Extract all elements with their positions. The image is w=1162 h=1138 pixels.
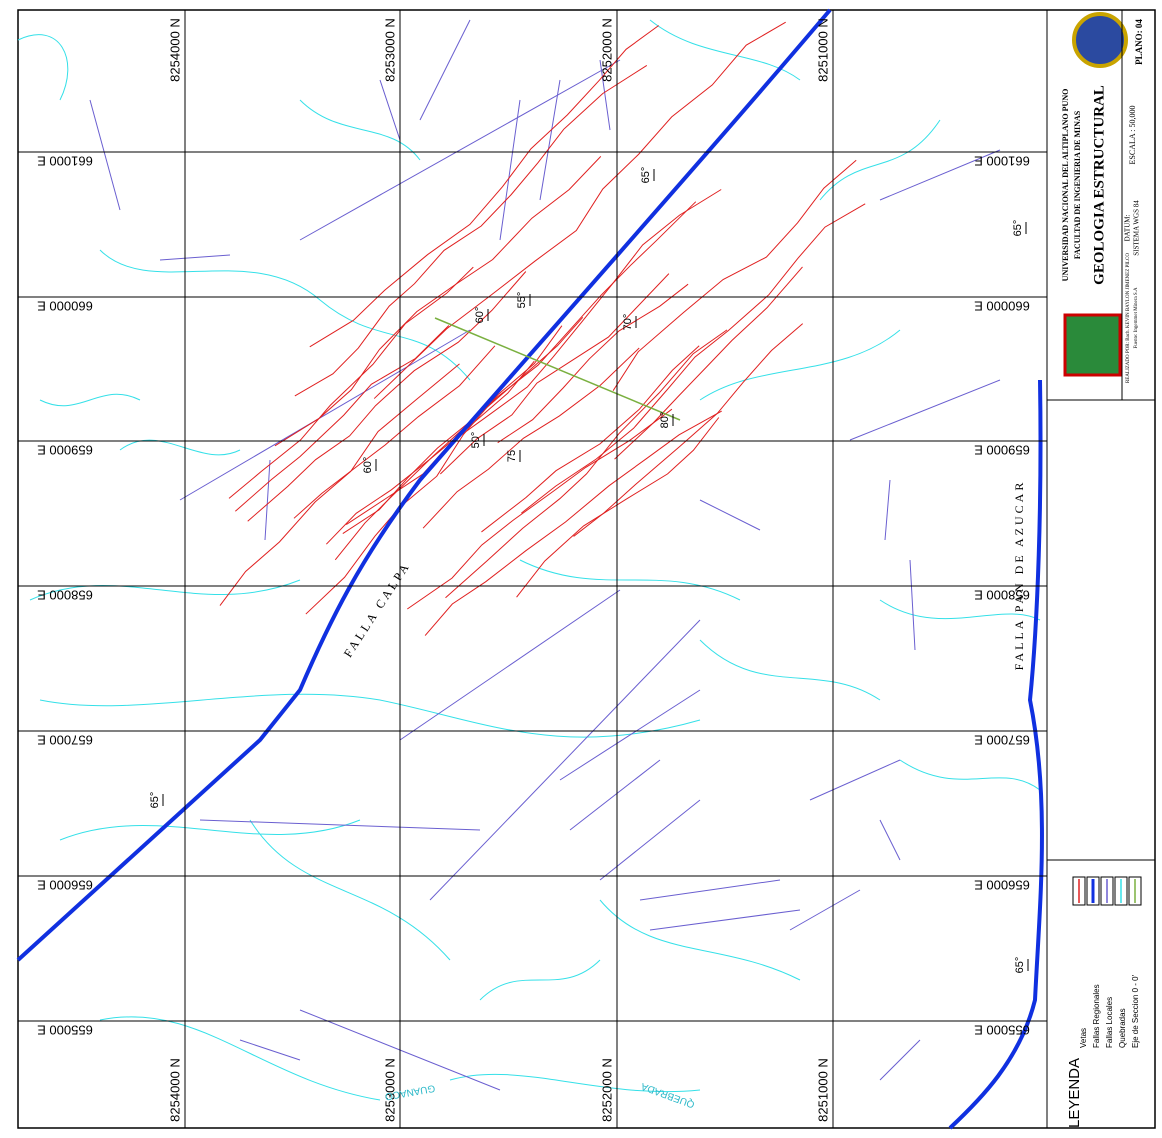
dip-label: 65° (1012, 220, 1024, 237)
dip-label: 75 (506, 450, 518, 462)
university-logo (1072, 12, 1128, 68)
vein (293, 345, 496, 519)
title-block-datum: DATUM: (1124, 215, 1132, 242)
title-block-faculty: FACULTAD DE INGENIERIA DE MINAS (1073, 110, 1082, 259)
easting-label: 656000 E (974, 878, 1030, 893)
streams (17, 19, 1041, 1101)
vein (614, 266, 803, 460)
dip-label: 50° (470, 432, 482, 449)
easting-label: 661000 E (37, 154, 93, 169)
vein (294, 64, 648, 397)
vein (481, 345, 700, 533)
legend-label: Vetas (1079, 1028, 1088, 1048)
easting-label: 657000 E (974, 733, 1030, 748)
vein (219, 363, 460, 606)
northing-label: 8253000 N (382, 1058, 397, 1122)
legend: LEYENDA Vetas Fallas Regionales Fallas Loca… (1066, 876, 1142, 1128)
dip-label: 80° (659, 412, 671, 429)
dip-label: 55° (516, 292, 528, 309)
legend-label: Fallas Regionales (1092, 984, 1101, 1048)
fault-name: FALLA PAN DE AZUCAR (1012, 480, 1026, 671)
title-block-source: Fuente: Ingemmet Minera S.A (1134, 287, 1139, 348)
veins (219, 21, 866, 636)
section-axis (434, 317, 681, 421)
dip-label: 60° (474, 307, 486, 324)
northing-label: 8253000 N (382, 18, 397, 82)
faculty-logo (1063, 313, 1122, 377)
vein (407, 408, 673, 610)
dip-label: 65° (1014, 957, 1026, 974)
easting-label: 658000 E (974, 588, 1030, 603)
vein (521, 203, 866, 514)
legend-label: Fallas Locales (1105, 997, 1114, 1048)
vein (439, 273, 670, 475)
northing-label: 8252000 N (599, 1058, 614, 1122)
vein (305, 325, 563, 615)
vein (345, 189, 722, 526)
title-block: UNIVERSIDAD NACIONAL DEL ALTIPLANO PUNO F… (1061, 19, 1144, 383)
northing-label: 8251000 N (815, 18, 830, 82)
easting-label: 659000 E (974, 443, 1030, 458)
title-block-author: REALIZADO POR: Bach. KEVIN BAYLON JIMENE… (1126, 253, 1131, 383)
vein (228, 266, 474, 499)
easting-label: 655000 E (37, 1023, 93, 1038)
easting-label: 659000 E (37, 443, 93, 458)
northing-label: 8251000 N (815, 1058, 830, 1122)
regional-fault-calpa (16, 8, 832, 962)
easting-label: 657000 E (37, 733, 93, 748)
title-block-sheet: PLANO: 04 (1134, 19, 1144, 65)
legend-label: Quebradas (1118, 1008, 1127, 1048)
sheet-frame (17, 9, 1156, 1129)
title-block-university: UNIVERSIDAD NACIONAL DEL ALTIPLANO PUNO (1061, 89, 1070, 282)
dip-label: 65° (149, 792, 161, 809)
vein (422, 347, 640, 529)
dip-label: 70° (622, 314, 634, 331)
legend-title: LEYENDA (1066, 1058, 1083, 1128)
easting-label: 656000 E (37, 878, 93, 893)
title-block-datum-value: SISTEMA WGS 84 (1133, 200, 1141, 256)
easting-label: 660000 E (37, 299, 93, 314)
vein (516, 417, 720, 598)
northing-label: 8254000 N (167, 18, 182, 82)
title-block-title: GEOLOGIA ESTRUCTURAL (1091, 85, 1107, 285)
vein (612, 159, 857, 391)
vein (342, 201, 697, 534)
coordinate-grid (18, 10, 1047, 1128)
vein (497, 283, 689, 444)
vein (573, 323, 804, 537)
vein (373, 21, 786, 399)
vein (274, 156, 602, 447)
vein (247, 271, 527, 522)
easting-label: 660000 E (974, 299, 1030, 314)
vein (309, 25, 659, 348)
easting-label: 661000 E (974, 154, 1030, 169)
dip-label: 65° (640, 167, 652, 184)
northing-label: 8254000 N (167, 1058, 182, 1122)
vein (445, 329, 728, 599)
regional-fault-pan-de-azucar (948, 379, 1044, 1130)
title-block-scale: ESCALA : 50,000 (1128, 106, 1137, 165)
dip-label: 60° (362, 457, 374, 474)
legend-label: Eje de Seccion 0 - 0' (1131, 974, 1140, 1048)
vein (424, 410, 722, 636)
northing-label: 8252000 N (599, 18, 614, 82)
easting-label: 658000 E (37, 588, 93, 603)
easting-label: 655000 E (974, 1023, 1030, 1038)
